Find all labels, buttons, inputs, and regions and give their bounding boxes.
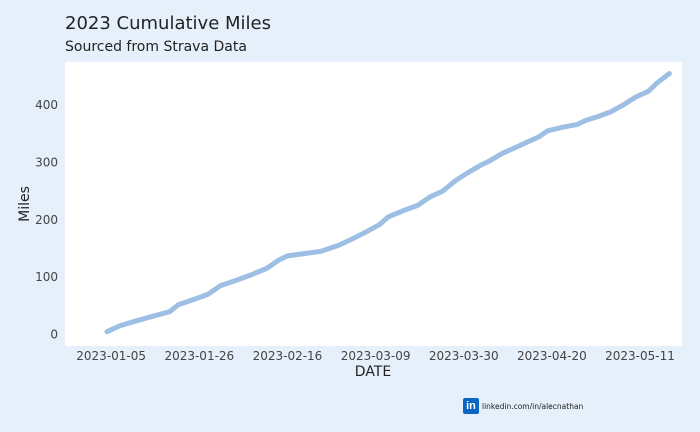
x-tick-label: 2023-02-16 [253, 349, 323, 363]
linkedin-url[interactable]: linkedin.com/in/alecnathan [482, 401, 584, 411]
x-tick-label: 2023-03-30 [429, 349, 499, 363]
y-tick-label: 300 [35, 155, 58, 169]
y-tick-label: 0 [50, 328, 58, 342]
x-axis: 2023-01-05 2023-01-26 2023-02-16 2023-03-09… [76, 349, 675, 363]
y-tick-label: 100 [35, 270, 58, 284]
y-tick-label: 200 [35, 213, 58, 227]
x-tick-label: 2023-01-26 [164, 349, 234, 363]
chart-subtitle: Sourced from Strava Data [65, 39, 247, 55]
chart-title: 2023 Cumulative Miles [65, 13, 271, 34]
y-axis: 0 100 200 300 400 [35, 98, 58, 341]
series-line [104, 71, 672, 335]
y-axis-label: Miles [17, 186, 33, 222]
x-tick-label: 2023-01-05 [76, 349, 146, 363]
x-tick-label: 2023-04-20 [517, 349, 587, 363]
x-tick-label: 2023-03-09 [341, 349, 411, 363]
x-tick-label: 2023-05-11 [605, 349, 675, 363]
plot-area [65, 62, 682, 346]
y-tick-label: 400 [35, 98, 58, 112]
linkedin-credit[interactable]: in linkedin.com/in/alecnathan [463, 398, 583, 414]
x-axis-label: DATE [355, 364, 391, 380]
linkedin-icon: in [463, 398, 479, 414]
